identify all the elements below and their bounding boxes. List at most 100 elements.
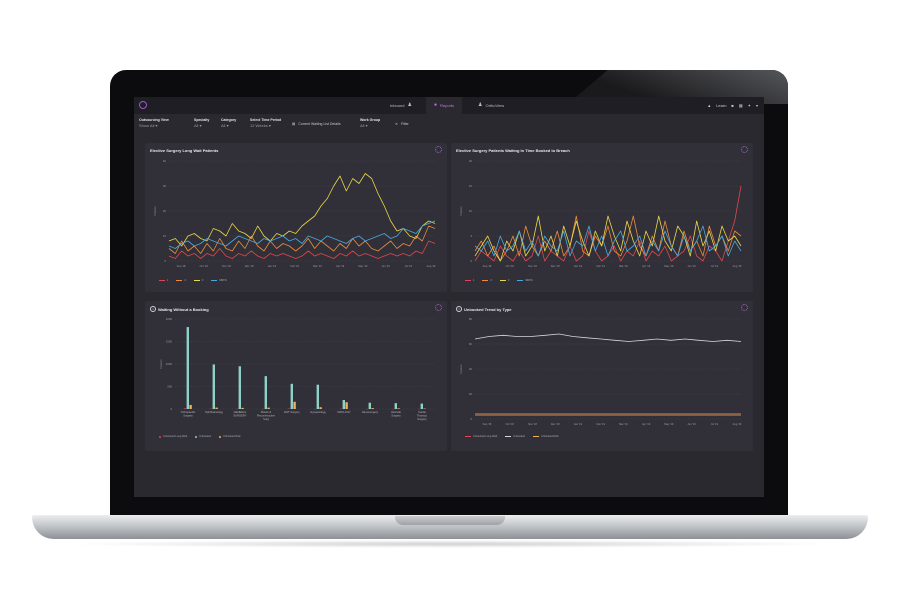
filter-value: All ▾	[221, 123, 229, 128]
legend-item[interactable]: 2	[482, 279, 492, 282]
x-tick-label: Feb '19	[596, 264, 605, 268]
legend-item[interactable]: 3	[193, 279, 203, 282]
y-tick-label: 0	[164, 259, 166, 263]
series-line	[474, 225, 742, 257]
x-tick-label: Aug '19	[733, 264, 742, 268]
legend-item[interactable]: 1	[159, 279, 168, 282]
bar	[319, 407, 322, 409]
x-tick-label: Aug '19	[733, 422, 742, 426]
grid-icon[interactable]: ▦	[738, 103, 743, 108]
filter-label: Category	[221, 118, 237, 122]
category-label: GENERAL	[234, 410, 247, 414]
x-tick-label: Oct '18	[506, 422, 515, 426]
reports-icon: ●	[434, 102, 438, 108]
x-tick-label: Oct '18	[506, 264, 515, 268]
series-line	[474, 333, 742, 342]
settings-gear-icon[interactable]	[435, 146, 442, 153]
user-label[interactable]: Learn	[716, 103, 727, 108]
y-tick-label: 1500	[166, 340, 173, 344]
filter-value: All ▾	[360, 123, 368, 128]
panel-title: Elective Surgery Patients Waiting In Tim…	[456, 148, 570, 153]
y-axis-label: Patients	[459, 364, 463, 374]
x-tick-label: Jan '19	[268, 264, 277, 268]
panel-title: i Unbooked Trend by Type	[456, 306, 512, 312]
current-waiting-list-button[interactable]: ▤ Current Waiting List Details	[292, 122, 341, 126]
legend-item[interactable]: MRFS	[211, 279, 227, 282]
filter-button[interactable]: ✕ Filter	[395, 122, 409, 126]
bar	[420, 403, 423, 409]
legend: 1 2 3 MRFS	[465, 279, 533, 282]
category-label: SURGERY	[233, 413, 246, 417]
x-tick-label: Jul '19	[711, 264, 719, 268]
legend-item[interactable]: 3	[499, 279, 509, 282]
bar	[394, 403, 397, 409]
x-tick-label: Feb '19	[596, 422, 605, 426]
category-label: Surgery	[183, 413, 193, 417]
legend-item[interactable]: 2	[176, 279, 186, 282]
legend-item[interactable]: Unbooked Long Wait	[159, 435, 187, 438]
y-tick-label: 0	[170, 407, 172, 411]
filter-work-group[interactable]: Work Group All ▾	[360, 118, 380, 128]
series-line	[474, 215, 742, 262]
settings-gear-icon[interactable]	[741, 304, 748, 311]
x-tick-label: Mar '19	[313, 264, 322, 268]
dashboard-screen: Inbound ♟ ● Reports ♟ OrthoView ▲ Learn …	[134, 97, 764, 497]
tab-inbound[interactable]: Inbound ♟	[382, 97, 420, 114]
lock-icon[interactable]: ■	[731, 103, 734, 108]
x-tick-label: Sep '18	[483, 264, 492, 268]
info-icon[interactable]: i	[150, 306, 156, 312]
category-label: Surgery	[391, 413, 401, 417]
category-label: Neurosurgery	[362, 410, 379, 414]
tab-orthoview[interactable]: ♟ OrthoView	[470, 97, 512, 114]
graduation-cap-icon[interactable]: ▲	[707, 103, 712, 108]
top-bar: Inbound ♟ ● Reports ♟ OrthoView ▲ Learn …	[134, 97, 764, 114]
legend-item[interactable]: 1	[465, 279, 474, 282]
y-tick-label: 10	[163, 234, 167, 238]
filter-label: Select Time Period	[250, 118, 282, 122]
booked-to-breach-line-chart: 0 5 10 15 20 Patients Sep '18 Oct '18 Nov '18 Dec…	[459, 159, 742, 268]
filter-specialty[interactable]: Specialty All ▾	[194, 118, 209, 128]
series-line	[474, 185, 742, 262]
y-axis-label: Patients	[159, 359, 163, 369]
legend-item[interactable]: Unbooked	[195, 435, 211, 438]
info-icon[interactable]: i	[456, 306, 462, 312]
x-tick-label: Nov '18	[222, 264, 231, 268]
bar	[316, 384, 319, 409]
legend-item[interactable]: Unbooked Risk	[532, 435, 559, 438]
filter-outsourcing-view[interactable]: Outsourcing View Show All ▾	[139, 118, 169, 128]
legend-item[interactable]: Unbooked Risk	[218, 435, 241, 438]
filter-label: Work Group	[360, 118, 381, 122]
settings-gear-icon[interactable]	[435, 304, 442, 311]
bar	[264, 376, 267, 409]
chevron-down-icon[interactable]: ▾	[755, 103, 758, 108]
app-logo-icon[interactable]	[139, 101, 147, 109]
tab-orthoview-label: OrthoView	[485, 103, 505, 108]
x-tick-label: May '19	[664, 264, 674, 268]
bar	[345, 402, 348, 409]
waiting-without-booking-bar-chart: 0500100015002000PatientsOrthopaedicSurge…	[159, 317, 435, 421]
category-label: Orthopaedic	[181, 410, 196, 414]
x-tick-label: May '19	[664, 422, 674, 426]
legend-item[interactable]: Unbooked Long Wait	[465, 435, 497, 438]
series-line	[168, 240, 436, 259]
y-tick-label: 40	[469, 367, 473, 371]
y-tick-label: 15	[469, 184, 473, 188]
bar	[342, 400, 345, 409]
bar	[290, 383, 293, 409]
legend-item[interactable]: MRFS	[517, 279, 533, 282]
category-label: UROLOGY	[337, 410, 351, 414]
legend-item[interactable]: Unbooked	[505, 435, 525, 438]
table-icon: ▤	[292, 122, 296, 126]
panel-long-wait: Elective Surgery Long Wait Patients 0 10 2…	[145, 143, 447, 292]
long-wait-line-chart: 0 10 20 30 40 Patients Sep '18 Oct '18 Nov '18 De…	[153, 159, 436, 268]
settings-gear-icon[interactable]	[741, 146, 748, 153]
tab-reports[interactable]: ● Reports	[426, 97, 463, 114]
x-tick-label: Mar '19	[619, 264, 628, 268]
unbooked-trend-line-chart: 0 20 40 60 80 Patients Sep '18 Oct '18 Nov '18 De…	[459, 317, 742, 426]
wrench-icon[interactable]: ✦	[747, 103, 751, 108]
x-tick-label: Jul '19	[711, 422, 719, 426]
panel-waiting-without-booking: i Waiting Without a Booking 0 500 1000 1500 2…	[145, 301, 447, 451]
filter-category[interactable]: Category All ▾	[221, 118, 236, 128]
x-tick-label: Dec '18	[551, 264, 560, 268]
filter-time-period[interactable]: Select Time Period 12 Weeks ▾	[250, 118, 281, 128]
